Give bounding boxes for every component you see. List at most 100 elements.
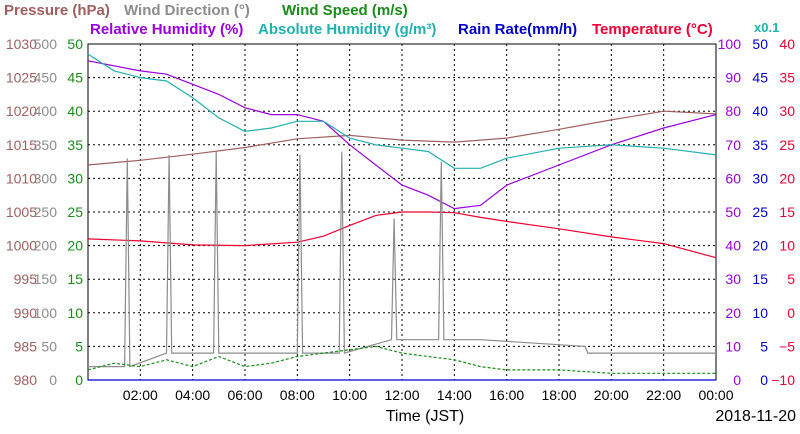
x-tick-label: 04:00 bbox=[175, 387, 210, 403]
tick-humidity: 70 bbox=[725, 137, 741, 153]
tick-wind-direction: 100 bbox=[34, 305, 58, 321]
x-tick-label: 14:00 bbox=[437, 387, 472, 403]
tick-wind-speed: 10 bbox=[67, 305, 83, 321]
tick-rain: 50 bbox=[752, 36, 768, 52]
tick-humidity: 60 bbox=[725, 170, 741, 186]
tick-temperature: 0 bbox=[787, 305, 795, 321]
tick-pressure: 985 bbox=[14, 338, 38, 354]
tick-wind-speed: 35 bbox=[67, 137, 83, 153]
tick-pressure: 1005 bbox=[6, 204, 37, 220]
series-layer bbox=[87, 53, 717, 381]
tick-rain: 20 bbox=[752, 238, 768, 254]
tick-rain: 5 bbox=[760, 338, 768, 354]
tick-wind-speed: 0 bbox=[75, 372, 83, 388]
tick-pressure: 1020 bbox=[6, 103, 37, 119]
tick-humidity: 20 bbox=[725, 305, 741, 321]
tick-wind-speed: 30 bbox=[67, 170, 83, 186]
x-tick-label: 22:00 bbox=[646, 387, 681, 403]
tick-wind-speed: 50 bbox=[67, 36, 83, 52]
x-tick-label: 10:00 bbox=[332, 387, 367, 403]
tick-temperature: 35 bbox=[779, 70, 795, 86]
tick-temperature: 40 bbox=[779, 36, 795, 52]
legend-rain-rate: Rain Rate(mm/h) bbox=[458, 21, 577, 38]
legend-absolute-humidity: Absolute Humidity (g/m³) bbox=[258, 21, 436, 38]
tick-humidity: 0 bbox=[733, 372, 741, 388]
tick-wind-direction: 450 bbox=[34, 70, 58, 86]
tick-wind-speed: 45 bbox=[67, 70, 83, 86]
x-tick-label: 00:00 bbox=[698, 387, 733, 403]
tick-pressure: 1010 bbox=[6, 170, 37, 186]
tick-rain: 40 bbox=[752, 103, 768, 119]
tick-wind-direction: 300 bbox=[34, 170, 58, 186]
legend-temperature: Temperature (°C) bbox=[592, 21, 713, 38]
legend-multiplier: x0.1 bbox=[754, 20, 779, 35]
tick-humidity: 90 bbox=[725, 70, 741, 86]
legend-wind-direction: Wind Direction (°) bbox=[124, 2, 250, 19]
tick-rain: 45 bbox=[752, 70, 768, 86]
tick-humidity: 80 bbox=[725, 103, 741, 119]
tick-pressure: 1015 bbox=[6, 137, 37, 153]
tick-wind-direction: 500 bbox=[34, 36, 58, 52]
tick-wind-direction: 350 bbox=[34, 137, 58, 153]
tick-humidity: 40 bbox=[725, 238, 741, 254]
tick-pressure: 1025 bbox=[6, 70, 37, 86]
legend-relative-humidity: Relative Humidity (%) bbox=[90, 21, 243, 38]
tick-wind-direction: 250 bbox=[34, 204, 58, 220]
left-axes: 1030102510201015101010051000995990985980… bbox=[6, 36, 83, 388]
x-tick-label: 20:00 bbox=[594, 387, 629, 403]
right-axes: 1009080706050403020100504540353025201510… bbox=[718, 36, 796, 388]
tick-wind-speed: 25 bbox=[67, 204, 83, 220]
series-wind-direction bbox=[88, 151, 716, 368]
tick-temperature: 5 bbox=[787, 271, 795, 287]
tick-pressure: 995 bbox=[14, 271, 38, 287]
tick-humidity: 30 bbox=[725, 271, 741, 287]
tick-pressure: 990 bbox=[14, 305, 38, 321]
tick-wind-speed: 5 bbox=[75, 338, 83, 354]
tick-rain: 35 bbox=[752, 137, 768, 153]
series-pressure-hpa bbox=[87, 110, 717, 166]
tick-temperature: 25 bbox=[779, 137, 795, 153]
legend-line1: Pressure (hPa) Wind Direction (°) Wind S… bbox=[4, 2, 408, 19]
tick-rain: 15 bbox=[752, 271, 768, 287]
tick-temperature: −5 bbox=[779, 338, 795, 354]
x-tick-label: 02:00 bbox=[123, 387, 158, 403]
tick-temperature: 10 bbox=[779, 238, 795, 254]
x-tick-label: 16:00 bbox=[489, 387, 524, 403]
x-tick-label: 06:00 bbox=[227, 387, 262, 403]
grid bbox=[88, 44, 716, 380]
tick-rain: 0 bbox=[760, 372, 768, 388]
tick-temperature: −10 bbox=[771, 372, 795, 388]
tick-wind-speed: 15 bbox=[67, 271, 83, 287]
tick-wind-direction: 0 bbox=[49, 372, 57, 388]
tick-temperature: 15 bbox=[779, 204, 795, 220]
legend-line2: Relative Humidity (%) Absolute Humidity … bbox=[90, 20, 779, 38]
tick-rain: 30 bbox=[752, 170, 768, 186]
tick-humidity: 50 bbox=[725, 204, 741, 220]
tick-wind-direction: 400 bbox=[34, 103, 58, 119]
tick-pressure: 980 bbox=[14, 372, 38, 388]
tick-wind-speed: 20 bbox=[67, 238, 83, 254]
x-tick-label: 12:00 bbox=[384, 387, 419, 403]
tick-temperature: 30 bbox=[779, 103, 795, 119]
tick-wind-direction: 50 bbox=[41, 338, 57, 354]
series-relative-humidity bbox=[87, 60, 717, 210]
tick-temperature: 20 bbox=[779, 170, 795, 186]
tick-humidity: 100 bbox=[718, 36, 742, 52]
legend-pressure: Pressure (hPa) bbox=[4, 2, 110, 19]
x-axis-label: Time (JST) bbox=[386, 408, 465, 425]
tick-pressure: 1000 bbox=[6, 238, 37, 254]
series-temperature-c bbox=[87, 211, 717, 259]
x-tick-label: 08:00 bbox=[280, 387, 315, 403]
x-axis: 02:00 04:00 06:00 08:00 10:00 12:00 14:00 16:00… bbox=[123, 387, 734, 403]
date-label: 2018-11-20 bbox=[715, 408, 796, 425]
tick-humidity: 10 bbox=[725, 338, 741, 354]
tick-wind-direction: 200 bbox=[34, 238, 58, 254]
tick-pressure: 1030 bbox=[6, 36, 37, 52]
x-tick-label: 18:00 bbox=[541, 387, 576, 403]
tick-wind-direction: 150 bbox=[34, 271, 58, 287]
legend-wind-speed: Wind Speed (m/s) bbox=[282, 2, 408, 19]
series-absolute-humidity-g-m bbox=[87, 53, 717, 169]
tick-rain: 25 bbox=[752, 204, 768, 220]
tick-rain: 10 bbox=[752, 305, 768, 321]
